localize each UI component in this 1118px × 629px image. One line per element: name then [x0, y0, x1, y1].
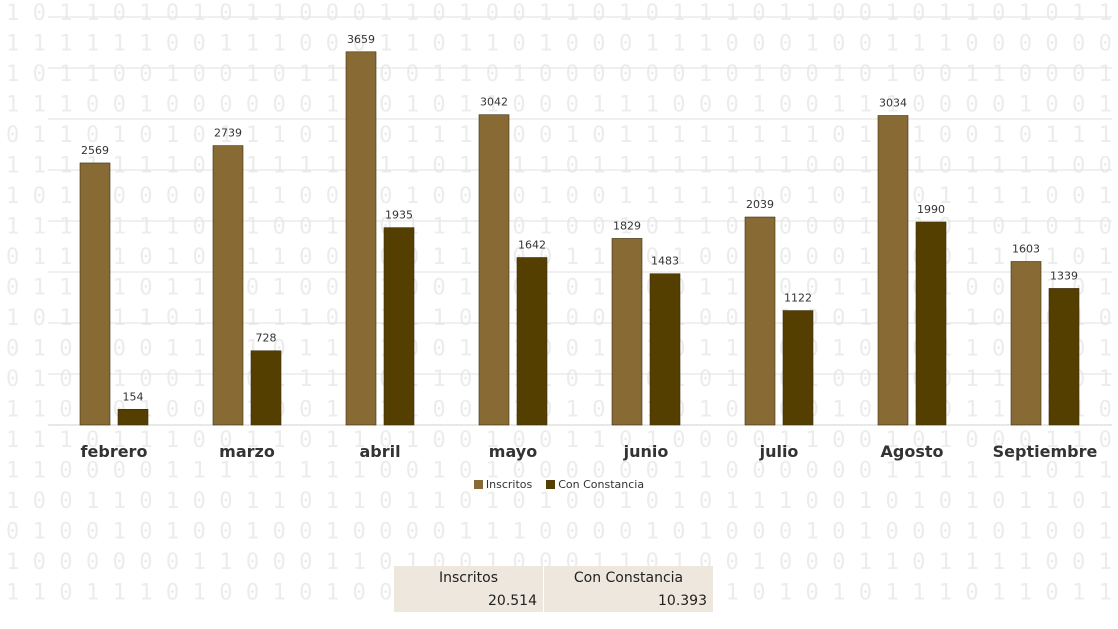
bar-inscritos-abril — [345, 51, 377, 426]
binary-row: 1 1 0 0 0 0 1 1 1 1 1 1 1 1 0 0 1 0 1 0 … — [6, 459, 1112, 484]
bar-con-constancia-junio — [649, 273, 681, 426]
bar-inscritos-marzo — [212, 145, 244, 426]
category-label-marzo: marzo — [219, 442, 275, 461]
binary-row: 1 0 1 1 0 0 0 0 0 1 1 0 0 0 0 1 0 0 1 0 … — [6, 184, 1112, 209]
bar-inscritos-mayo — [478, 114, 510, 426]
bar-inscritos-junio — [611, 238, 643, 426]
bar-con-constancia-julio — [782, 310, 814, 426]
legend-label-inscritos: Inscritos — [485, 478, 533, 491]
totals-value-row: 20.514 10.393 — [394, 589, 713, 612]
bar-con-constancia-agosto — [915, 221, 947, 426]
totals-header-inscritos: Inscritos — [394, 566, 544, 589]
category-label-agosto: Agosto — [881, 442, 944, 461]
binary-row: 1 0 0 1 1 0 1 0 0 1 1 0 1 1 0 1 1 0 1 0 … — [6, 489, 1112, 514]
chart-legend: Inscritos Con Constancia — [0, 478, 1118, 491]
category-label-abril: abril — [359, 442, 400, 461]
bar-inscritos-septiembre — [1010, 261, 1042, 426]
data-label-inscritos-mayo: 3042 — [480, 96, 508, 109]
data-label-inscritos-junio: 1829 — [613, 219, 641, 232]
legend-label-con-constancia: Con Constancia — [558, 478, 645, 491]
category-label-febrero: febrero — [81, 442, 148, 461]
bar-con-constancia-febrero — [117, 408, 149, 426]
data-label-con-constancia-mayo: 1642 — [518, 239, 546, 252]
data-label-inscritos-agosto: 3034 — [879, 97, 907, 110]
bar-con-constancia-marzo — [250, 350, 282, 426]
binary-row: 1 1 1 1 1 1 0 0 1 1 1 0 0 0 1 1 0 1 1 0 … — [6, 32, 1112, 57]
totals-value-inscritos: 20.514 — [394, 589, 544, 612]
data-label-con-constancia-agosto: 1990 — [917, 203, 945, 216]
bar-con-constancia-mayo — [516, 257, 548, 426]
data-label-con-constancia-julio: 1122 — [784, 292, 812, 305]
totals-value-con-constancia: 10.393 — [543, 589, 713, 612]
legend-swatch-inscritos — [473, 480, 483, 489]
category-label-julio: julio — [759, 442, 799, 461]
data-label-inscritos-marzo: 2739 — [214, 127, 242, 140]
data-label-inscritos-septiembre: 1603 — [1012, 242, 1040, 255]
chart-category-labels: febrero marzo abril mayo junio julio Agosto Sep… — [81, 442, 1098, 461]
data-label-inscritos-abril: 3659 — [347, 33, 375, 46]
totals-header-con-constancia: Con Constancia — [543, 566, 713, 589]
chart-value-labels: 2569 154 2739 728 3659 1935 3042 1642 1829 1483 20… — [81, 33, 1078, 404]
category-label-mayo: mayo — [489, 442, 537, 461]
legend-item-inscritos: Inscritos — [473, 478, 533, 491]
data-label-con-constancia-junio: 1483 — [651, 255, 679, 268]
bar-inscritos-julio — [744, 216, 776, 426]
bar-inscritos-agosto — [877, 115, 909, 426]
bar-chart: 2569 154 2739 728 3659 1935 3042 1642 1829 1483 20… — [48, 16, 1112, 461]
chart-bars — [79, 51, 1080, 426]
binary-row: 0 1 0 0 1 0 1 0 0 1 0 0 1 0 0 0 0 1 1 1 … — [6, 520, 1112, 545]
bar-inscritos-febrero — [79, 162, 111, 426]
binary-row: 0 1 1 0 1 0 1 0 1 1 1 0 1 0 0 1 1 1 1 0 … — [6, 123, 1112, 148]
data-label-con-constancia-septiembre: 1339 — [1050, 269, 1078, 282]
binary-row: 1 0 1 1 0 0 1 0 0 1 0 1 1 0 0 0 1 1 0 1 … — [6, 62, 1112, 87]
totals-table: Inscritos Con Constancia 20.514 10.393 — [394, 566, 713, 612]
binary-row: 1 1 1 0 0 1 0 0 0 0 0 0 1 0 0 1 0 1 1 0 … — [6, 93, 1112, 118]
bar-con-constancia-abril — [383, 227, 415, 426]
chart-gridlines — [48, 16, 1112, 426]
binary-row: 1 0 1 1 0 1 0 1 0 1 1 0 0 0 1 1 0 1 0 0 … — [6, 1, 1112, 26]
bar-con-constancia-septiembre — [1048, 288, 1080, 426]
data-label-con-constancia-febrero: 154 — [123, 390, 144, 403]
data-label-inscritos-febrero: 2569 — [81, 144, 109, 157]
totals-header-row: Inscritos Con Constancia — [394, 566, 713, 589]
data-label-con-constancia-marzo: 728 — [256, 332, 277, 345]
legend-swatch-con-constancia — [546, 480, 556, 489]
data-label-con-constancia-abril: 1935 — [385, 209, 413, 222]
binary-row: 1 1 1 0 1 1 1 0 0 1 1 0 1 1 0 1 0 0 1 0 … — [6, 428, 1112, 453]
category-label-junio: junio — [623, 442, 669, 461]
binary-row: 1 1 1 1 1 1 1 0 1 1 1 1 1 0 1 1 0 1 0 1 … — [6, 154, 1112, 179]
data-label-inscritos-julio: 2039 — [746, 198, 774, 211]
legend-item-con-constancia: Con Constancia — [546, 478, 644, 491]
category-label-septiembre: Septiembre — [993, 442, 1098, 461]
